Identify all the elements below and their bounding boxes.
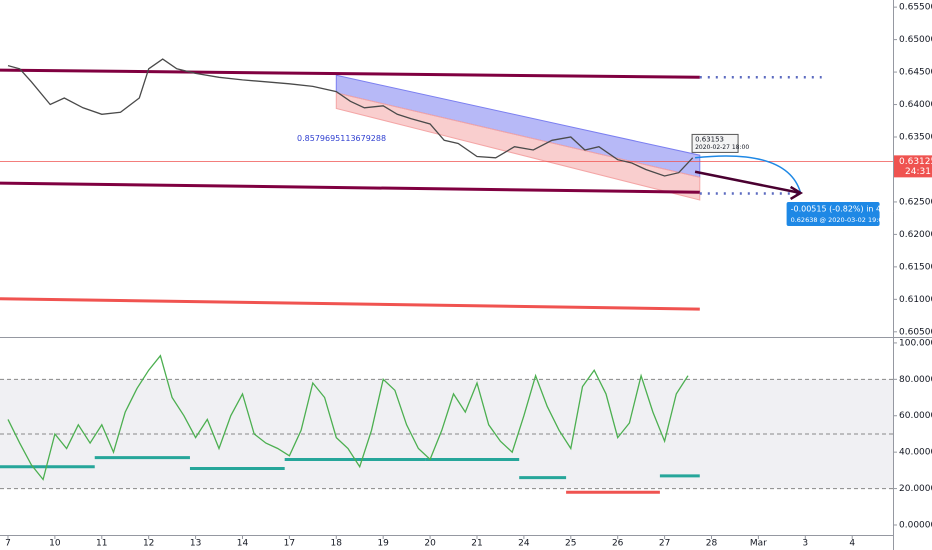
x-tick-label: 28 bbox=[706, 539, 718, 549]
x-tick-label: 4 bbox=[849, 539, 855, 549]
y-tick-label: 100.00000 bbox=[899, 338, 932, 348]
y-tick-label: 0.60500 bbox=[899, 327, 932, 337]
projection-change: -0.00515 (-0.82%) in 4d 1h bbox=[791, 204, 899, 213]
last-price-label: 0.63125 bbox=[899, 157, 932, 167]
arrow-head bbox=[789, 185, 804, 201]
series-line bbox=[7, 58, 694, 177]
tooltip-price: 0.63153 bbox=[695, 135, 724, 143]
x-tick-label: 10 bbox=[49, 539, 61, 549]
x-tick-label: 27 bbox=[659, 539, 670, 549]
x-tick-label: Mar bbox=[750, 539, 767, 549]
x-tick-label: 13 bbox=[190, 539, 201, 549]
x-tick-label: 21 bbox=[471, 539, 482, 549]
x-tick-label: 24 bbox=[518, 539, 530, 549]
trend-line bbox=[0, 297, 700, 311]
y-tick-label: 20.00000 bbox=[899, 484, 932, 494]
projection-line bbox=[694, 170, 801, 195]
y-tick-label: 60.00000 bbox=[899, 411, 932, 421]
tooltip-box bbox=[691, 133, 739, 153]
x-tick-label: 3 bbox=[802, 539, 808, 549]
series-line bbox=[7, 354, 689, 481]
projection-arrow bbox=[694, 155, 802, 194]
y-tick-label: 0.00000 bbox=[899, 520, 932, 530]
x-tick-label: 17 bbox=[284, 539, 295, 549]
tooltip-time: 2020-02-27 18:00 bbox=[695, 144, 749, 151]
x-tick-label: 12 bbox=[143, 539, 154, 549]
channel-fill bbox=[335, 92, 701, 201]
x-tick-label: 11 bbox=[96, 539, 107, 549]
x-tick-label: 18 bbox=[331, 539, 343, 549]
channel-ratio: 0.8579695113679288 bbox=[297, 134, 386, 143]
trend-line bbox=[0, 181, 700, 194]
x-tick-label: 14 bbox=[237, 539, 249, 549]
y-tick-label: 80.00000 bbox=[899, 375, 932, 385]
x-tick-label: 7 bbox=[5, 539, 11, 549]
projection-target: 0.62638 @ 2020-03-02 19:00 bbox=[791, 216, 887, 224]
x-tick-label: 20 bbox=[424, 539, 436, 549]
x-tick-label: 26 bbox=[612, 539, 624, 549]
x-tick-label: 25 bbox=[565, 539, 576, 549]
y-tick-label: 40.00000 bbox=[899, 448, 932, 458]
countdown-label: 24:31 bbox=[905, 167, 931, 177]
last-price-box bbox=[894, 155, 932, 178]
trend-line bbox=[0, 68, 700, 79]
projection-box bbox=[786, 201, 880, 226]
x-tick-label: 19 bbox=[377, 539, 389, 549]
